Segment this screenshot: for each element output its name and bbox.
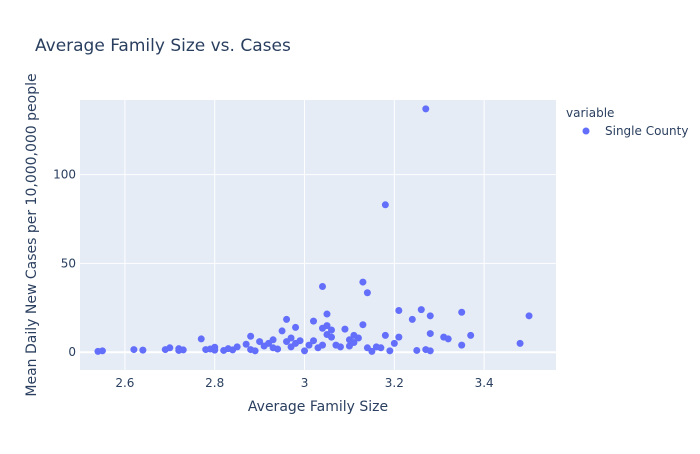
legend-entry-single-county[interactable]: Single County xyxy=(605,124,688,138)
data-point[interactable] xyxy=(274,345,282,353)
data-point[interactable] xyxy=(175,346,183,354)
data-point[interactable] xyxy=(422,105,430,113)
x-axis-label: Average Family Size xyxy=(248,399,388,415)
data-point[interactable] xyxy=(381,331,389,339)
data-point[interactable] xyxy=(269,336,277,344)
x-tick-label: 3.4 xyxy=(475,376,494,390)
y-axis-ticks: 0 50 100 xyxy=(53,168,76,360)
data-point[interactable] xyxy=(426,312,434,320)
data-point[interactable] xyxy=(426,347,434,355)
data-point[interactable] xyxy=(413,346,421,354)
scatter-points xyxy=(94,105,533,355)
data-point[interactable] xyxy=(287,334,295,342)
data-point[interactable] xyxy=(516,339,524,347)
data-point[interactable] xyxy=(292,323,300,331)
data-point[interactable] xyxy=(242,340,250,348)
data-point[interactable] xyxy=(327,333,335,341)
data-point[interactable] xyxy=(310,317,318,325)
data-point[interactable] xyxy=(458,308,466,316)
data-point[interactable] xyxy=(247,332,255,340)
x-tick-label: 2.8 xyxy=(205,376,224,390)
data-point[interactable] xyxy=(310,337,318,345)
legend-marker xyxy=(582,127,590,135)
data-point[interactable] xyxy=(197,335,205,343)
data-point[interactable] xyxy=(390,339,398,347)
y-axis-label: Mean Daily New Cases per 10,000,000 peop… xyxy=(24,73,40,396)
data-point[interactable] xyxy=(359,321,367,329)
legend-title: variable xyxy=(566,106,614,120)
plot-area xyxy=(80,100,556,370)
data-point[interactable] xyxy=(395,306,403,314)
data-point[interactable] xyxy=(301,347,309,355)
data-point[interactable] xyxy=(458,341,466,349)
data-point[interactable] xyxy=(318,341,326,349)
x-axis-ticks: 2.6 2.8 3 3.2 3.4 xyxy=(115,376,493,390)
data-point[interactable] xyxy=(350,338,358,346)
y-tick-label: 100 xyxy=(53,168,76,182)
data-point[interactable] xyxy=(408,315,416,323)
data-point[interactable] xyxy=(327,326,335,334)
legend[interactable]: variable Single County xyxy=(566,106,688,138)
y-tick-label: 0 xyxy=(68,345,76,359)
data-point[interactable] xyxy=(368,347,376,355)
data-point[interactable] xyxy=(256,338,264,346)
data-point[interactable] xyxy=(278,327,286,335)
data-point[interactable] xyxy=(363,289,371,297)
data-point[interactable] xyxy=(211,346,219,354)
x-tick-label: 3 xyxy=(301,376,309,390)
data-point[interactable] xyxy=(359,278,367,286)
data-point[interactable] xyxy=(467,331,475,339)
x-tick-label: 2.6 xyxy=(115,376,134,390)
data-point[interactable] xyxy=(296,337,304,345)
data-point[interactable] xyxy=(341,325,349,333)
data-point[interactable] xyxy=(98,347,106,355)
data-point[interactable] xyxy=(251,347,259,355)
grid-lines xyxy=(80,100,556,370)
data-point[interactable] xyxy=(386,347,394,355)
data-point[interactable] xyxy=(336,343,344,351)
data-point[interactable] xyxy=(305,341,313,349)
data-point[interactable] xyxy=(377,344,385,352)
data-point[interactable] xyxy=(139,346,147,354)
data-point[interactable] xyxy=(283,315,291,323)
data-point[interactable] xyxy=(444,335,452,343)
data-point[interactable] xyxy=(130,346,138,354)
data-point[interactable] xyxy=(395,333,403,341)
data-point[interactable] xyxy=(166,344,174,352)
chart-title: Average Family Size vs. Cases xyxy=(35,36,291,56)
data-point[interactable] xyxy=(323,322,331,330)
data-point[interactable] xyxy=(417,306,425,314)
data-point[interactable] xyxy=(318,283,326,291)
data-point[interactable] xyxy=(354,334,362,342)
data-point[interactable] xyxy=(233,343,241,351)
data-point[interactable] xyxy=(525,312,533,320)
data-point[interactable] xyxy=(323,310,331,318)
data-point[interactable] xyxy=(426,330,434,338)
y-tick-label: 50 xyxy=(61,256,76,270)
data-point[interactable] xyxy=(381,201,389,209)
x-tick-label: 3.2 xyxy=(385,376,404,390)
